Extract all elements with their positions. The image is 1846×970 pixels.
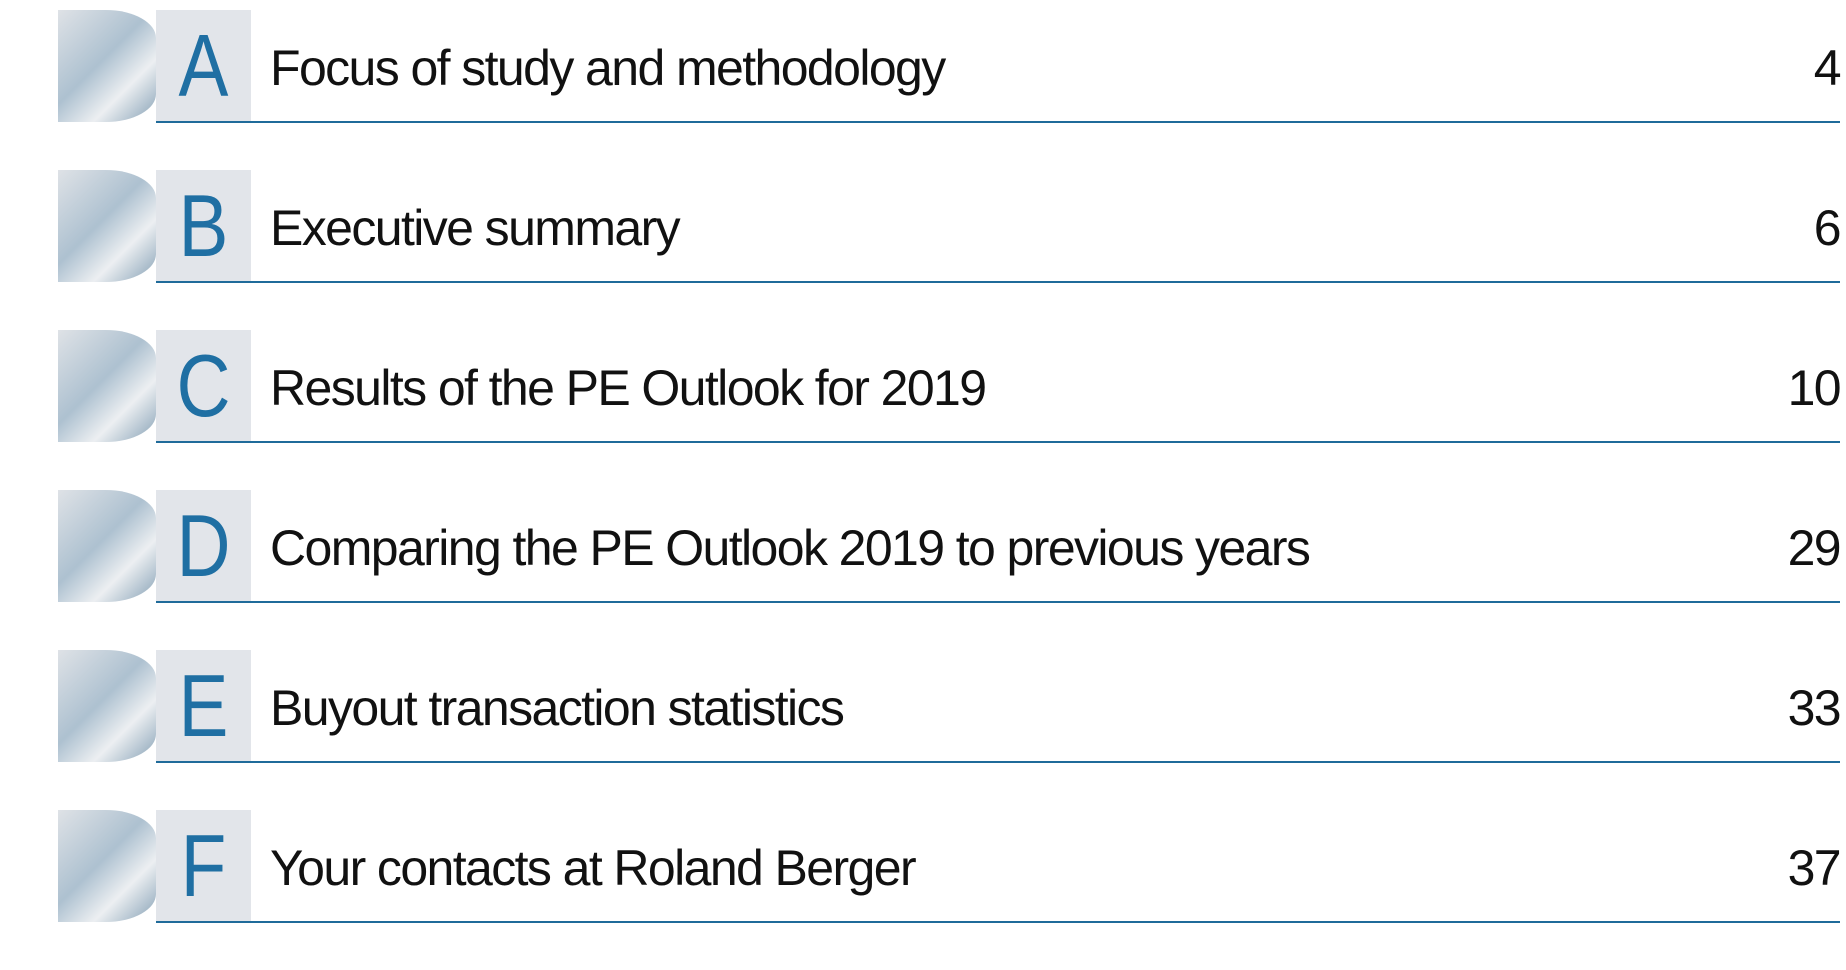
page-number: 37 (1788, 840, 1840, 896)
divider-line (156, 761, 1840, 763)
toc-row: A Focus of study and methodology 4 (0, 10, 1846, 170)
section-image (58, 330, 156, 442)
toc-row: F Your contacts at Roland Berger 37 (0, 810, 1846, 970)
section-letter: B (163, 170, 244, 282)
toc-row: E Buyout transaction statistics 33 (0, 650, 1846, 810)
toc-row: C Results of the PE Outlook for 2019 10 (0, 330, 1846, 490)
section-image (58, 650, 156, 762)
section-title: Comparing the PE Outlook 2019 to previou… (270, 520, 1309, 576)
section-image (58, 810, 156, 922)
section-letter: F (163, 810, 244, 922)
page-number: 10 (1788, 360, 1840, 416)
section-title: Your contacts at Roland Berger (270, 840, 915, 896)
section-title: Focus of study and methodology (270, 40, 945, 96)
divider-line (156, 601, 1840, 603)
section-letter: D (163, 490, 244, 602)
divider-line (156, 281, 1840, 283)
page-number: 6 (1814, 200, 1840, 256)
section-letter: C (163, 330, 244, 442)
section-letter: A (163, 10, 244, 122)
page-number: 33 (1788, 680, 1840, 736)
section-title: Executive summary (270, 200, 679, 256)
section-image (58, 490, 156, 602)
section-title: Buyout transaction statistics (270, 680, 843, 736)
section-image (58, 170, 156, 282)
page-number: 29 (1788, 520, 1840, 576)
divider-line (156, 921, 1840, 923)
divider-line (156, 441, 1840, 443)
toc-row: D Comparing the PE Outlook 2019 to previo… (0, 490, 1846, 650)
page: A Focus of study and methodology 4 B Executi… (0, 0, 1846, 921)
section-image (58, 10, 156, 122)
section-letter: E (163, 650, 244, 762)
page-number: 4 (1814, 40, 1840, 96)
divider-line (156, 121, 1840, 123)
toc-row: B Executive summary 6 (0, 170, 1846, 330)
section-title: Results of the PE Outlook for 2019 (270, 360, 985, 416)
